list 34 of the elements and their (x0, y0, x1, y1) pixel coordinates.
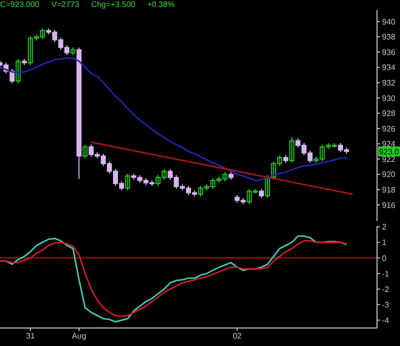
y-tick-label: 940 (382, 17, 396, 26)
candlestick (125, 173, 130, 191)
candlestick (258, 188, 264, 199)
y-tick-label: 928 (382, 109, 396, 118)
candlestick (82, 144, 88, 159)
y-tick-label: 0 (382, 254, 387, 263)
candlestick (265, 174, 270, 199)
text: Chg=+3.500 (91, 0, 136, 9)
y-tick-label: 930 (382, 94, 396, 103)
y-tick-label: 1 (382, 238, 387, 248)
y-tick-label: 918 (382, 185, 396, 194)
y-tick-label: 934 (382, 63, 396, 72)
y-tick-label: 936 (382, 48, 396, 57)
y-tick-label: 2 (382, 222, 387, 232)
x-tick-label: Aug (72, 332, 86, 341)
y-tick-label: 920 (382, 170, 396, 180)
candlestick (16, 58, 21, 84)
y-tick-label: -1 (382, 269, 390, 278)
y-tick-label: 916 (382, 200, 396, 210)
text: V=2773 (51, 0, 80, 9)
y-tick-label: 932 (382, 78, 396, 88)
y-tick-label: -2 (382, 284, 390, 294)
text: C=923.000 (0, 0, 40, 9)
y-tick-label: 938 (382, 32, 396, 42)
candlestick (289, 136, 294, 164)
y-tick-label: -4 (382, 316, 390, 326)
text: +0.38% (147, 0, 175, 9)
y-tick-label: 924 (382, 140, 396, 149)
x-tick-label: 31 (26, 332, 36, 341)
y-tick-label: 922 (382, 154, 396, 164)
x-tick-label: 02 (232, 332, 242, 341)
y-tick-label: 926 (382, 124, 396, 134)
y-tick-label: -3 (382, 300, 390, 310)
annotation: 923.0 (378, 147, 400, 156)
